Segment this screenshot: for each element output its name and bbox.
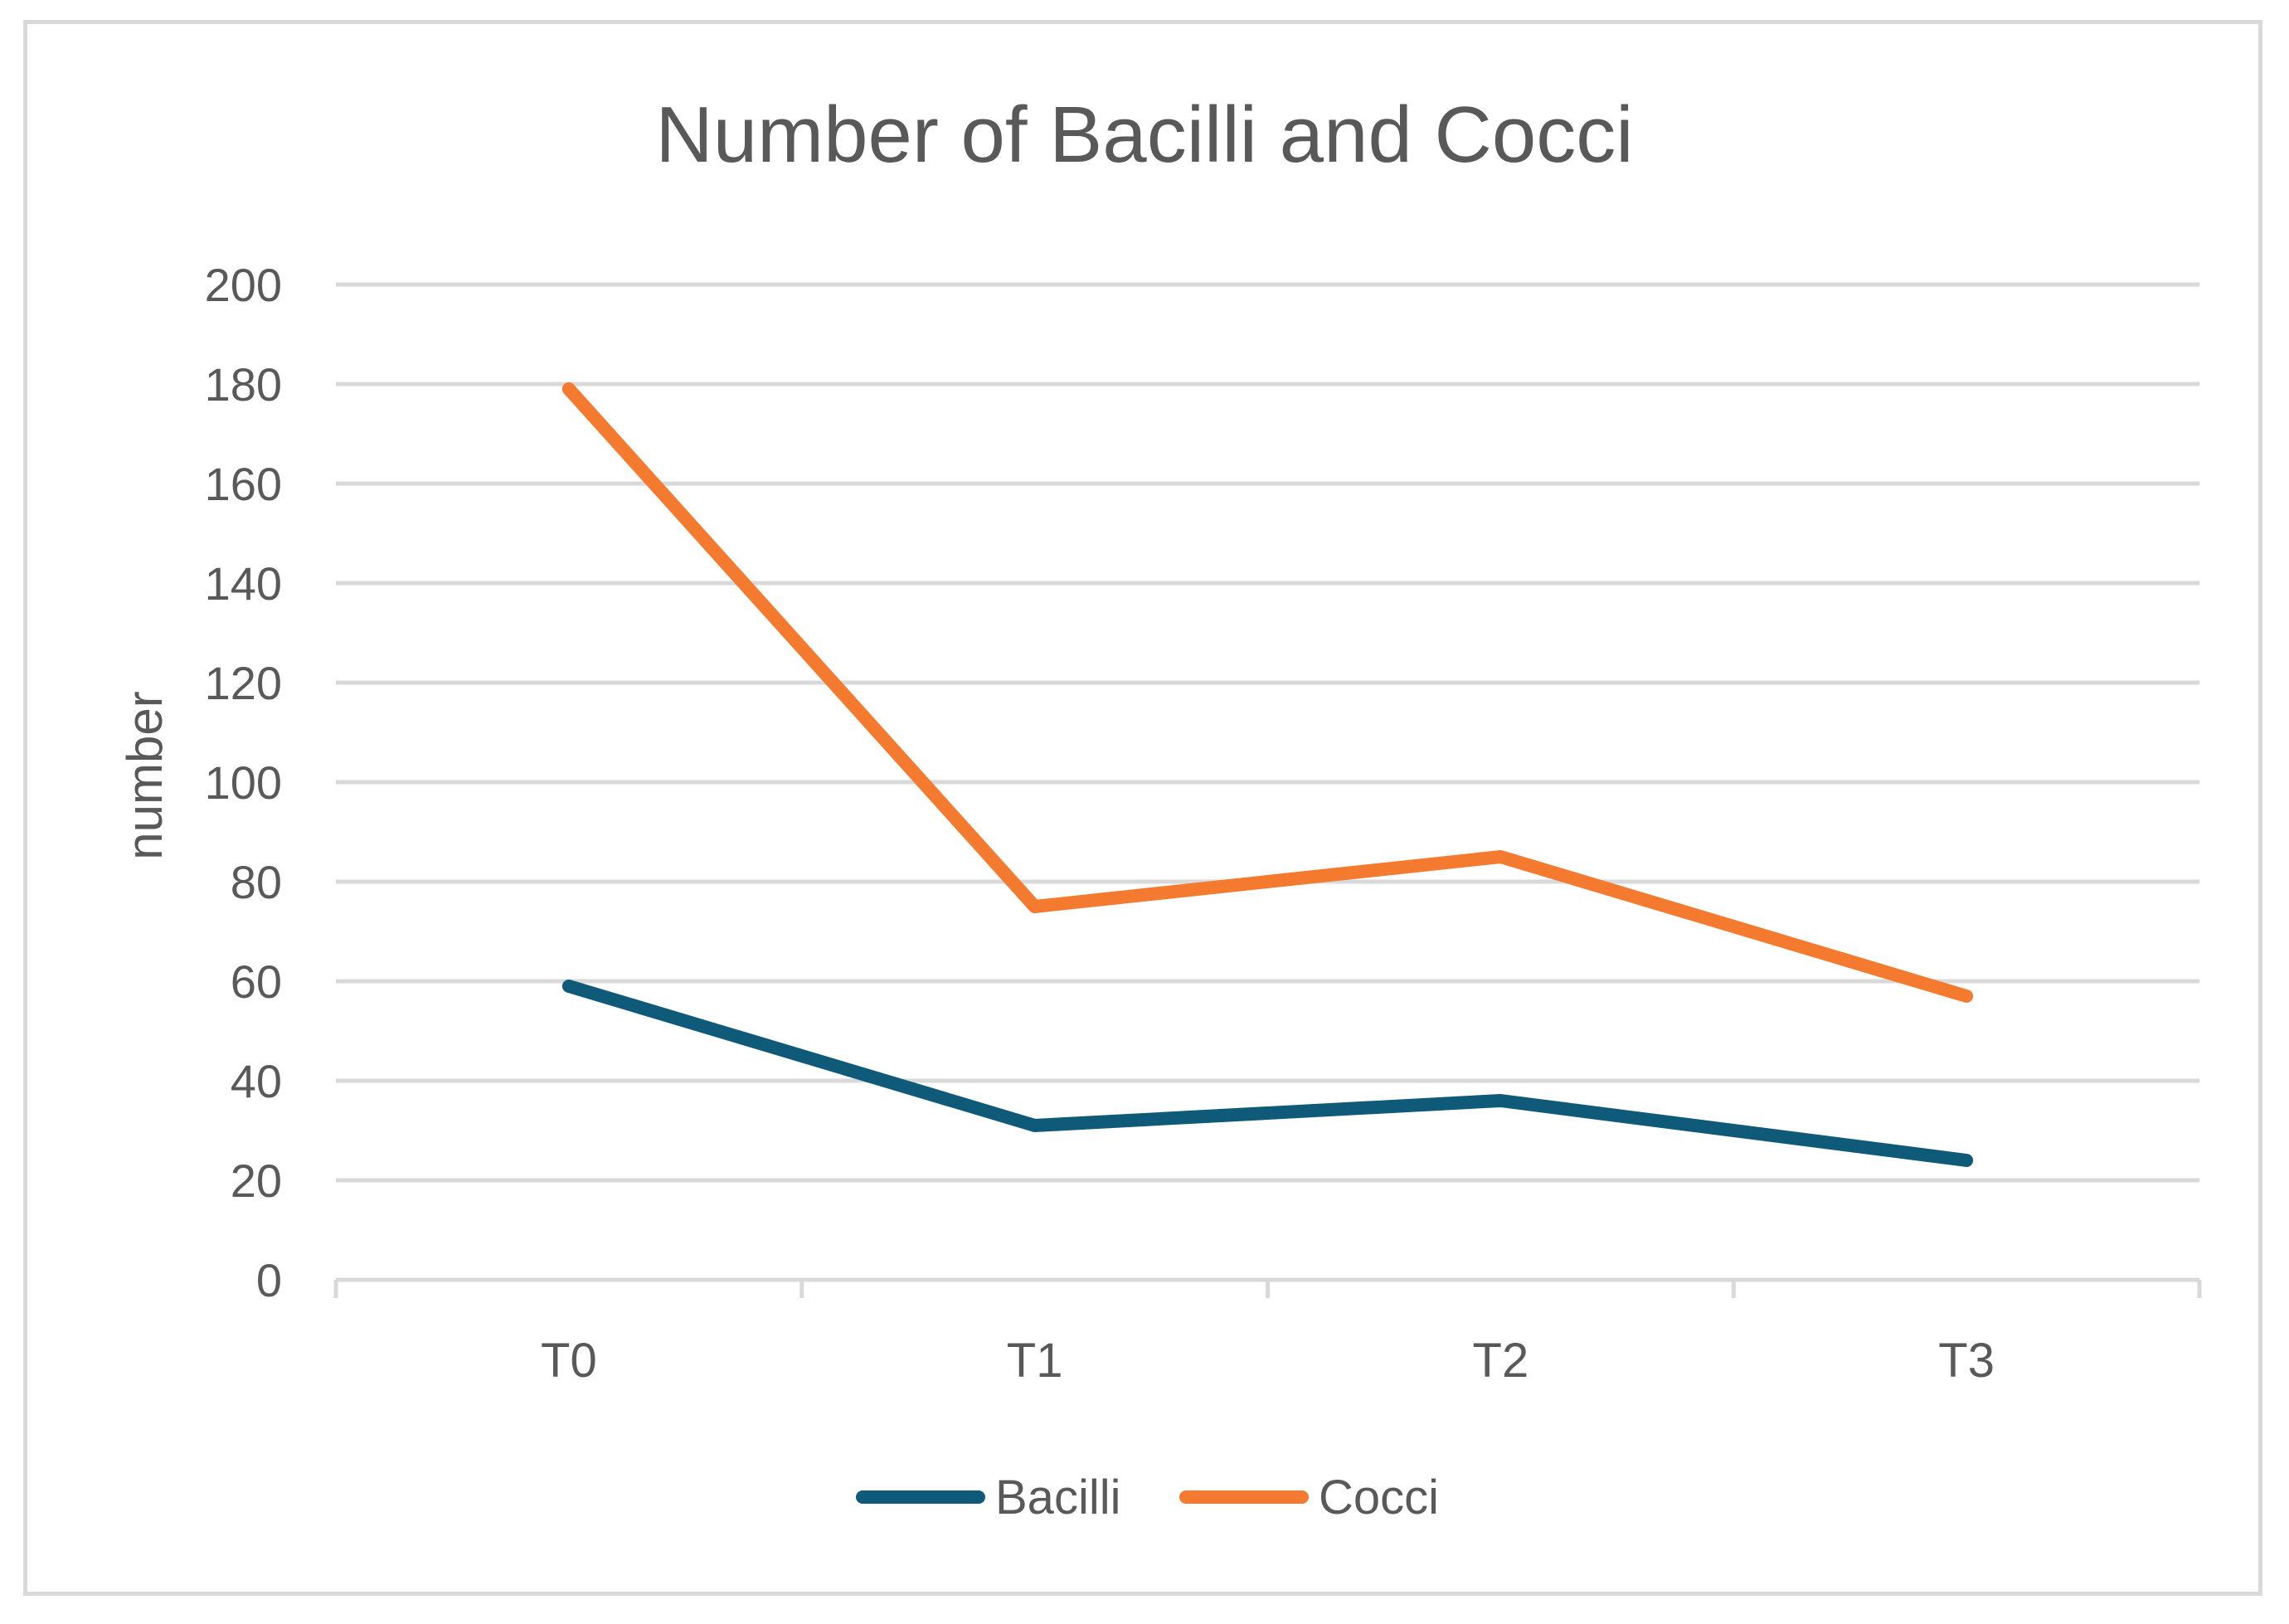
y-tick-label: 100 [205,756,282,809]
y-tick-label: 200 [205,259,282,311]
series-line-cocci [561,382,1974,1003]
y-tick-label: 60 [231,955,282,1008]
series-line-bacilli [561,980,1974,1167]
y-tick-label: 140 [205,557,282,610]
series-lines [561,382,1974,1167]
x-axis-ticks: T0 T1 T2 T3 [541,1334,1995,1388]
x-tick-label: T3 [1938,1334,1995,1388]
chart-title: Number of Bacilli and Cocci [655,90,1633,179]
y-tick-label: 0 [256,1254,282,1306]
y-tick-label: 120 [205,657,282,709]
gridlines [336,282,2199,1183]
legend-label-cocci: Cocci [1319,1471,1439,1524]
y-tick-label: 80 [231,856,282,908]
x-axis [333,1277,2202,1298]
y-tick-label: 40 [231,1055,282,1107]
y-tick-label: 180 [205,358,282,411]
x-tick-label: T1 [1007,1334,1063,1388]
y-axis-ticks: 0 20 40 60 80 100 120 140 160 180 200 [205,259,282,1306]
x-tick-label: T0 [541,1334,597,1388]
y-axis-label: number [117,691,173,859]
x-tick-label: T2 [1473,1334,1529,1388]
legend: Bacilli Cocci [856,1471,1439,1524]
legend-label-bacilli: Bacilli [995,1471,1121,1524]
y-tick-label: 160 [205,458,282,510]
y-tick-label: 20 [231,1155,282,1207]
